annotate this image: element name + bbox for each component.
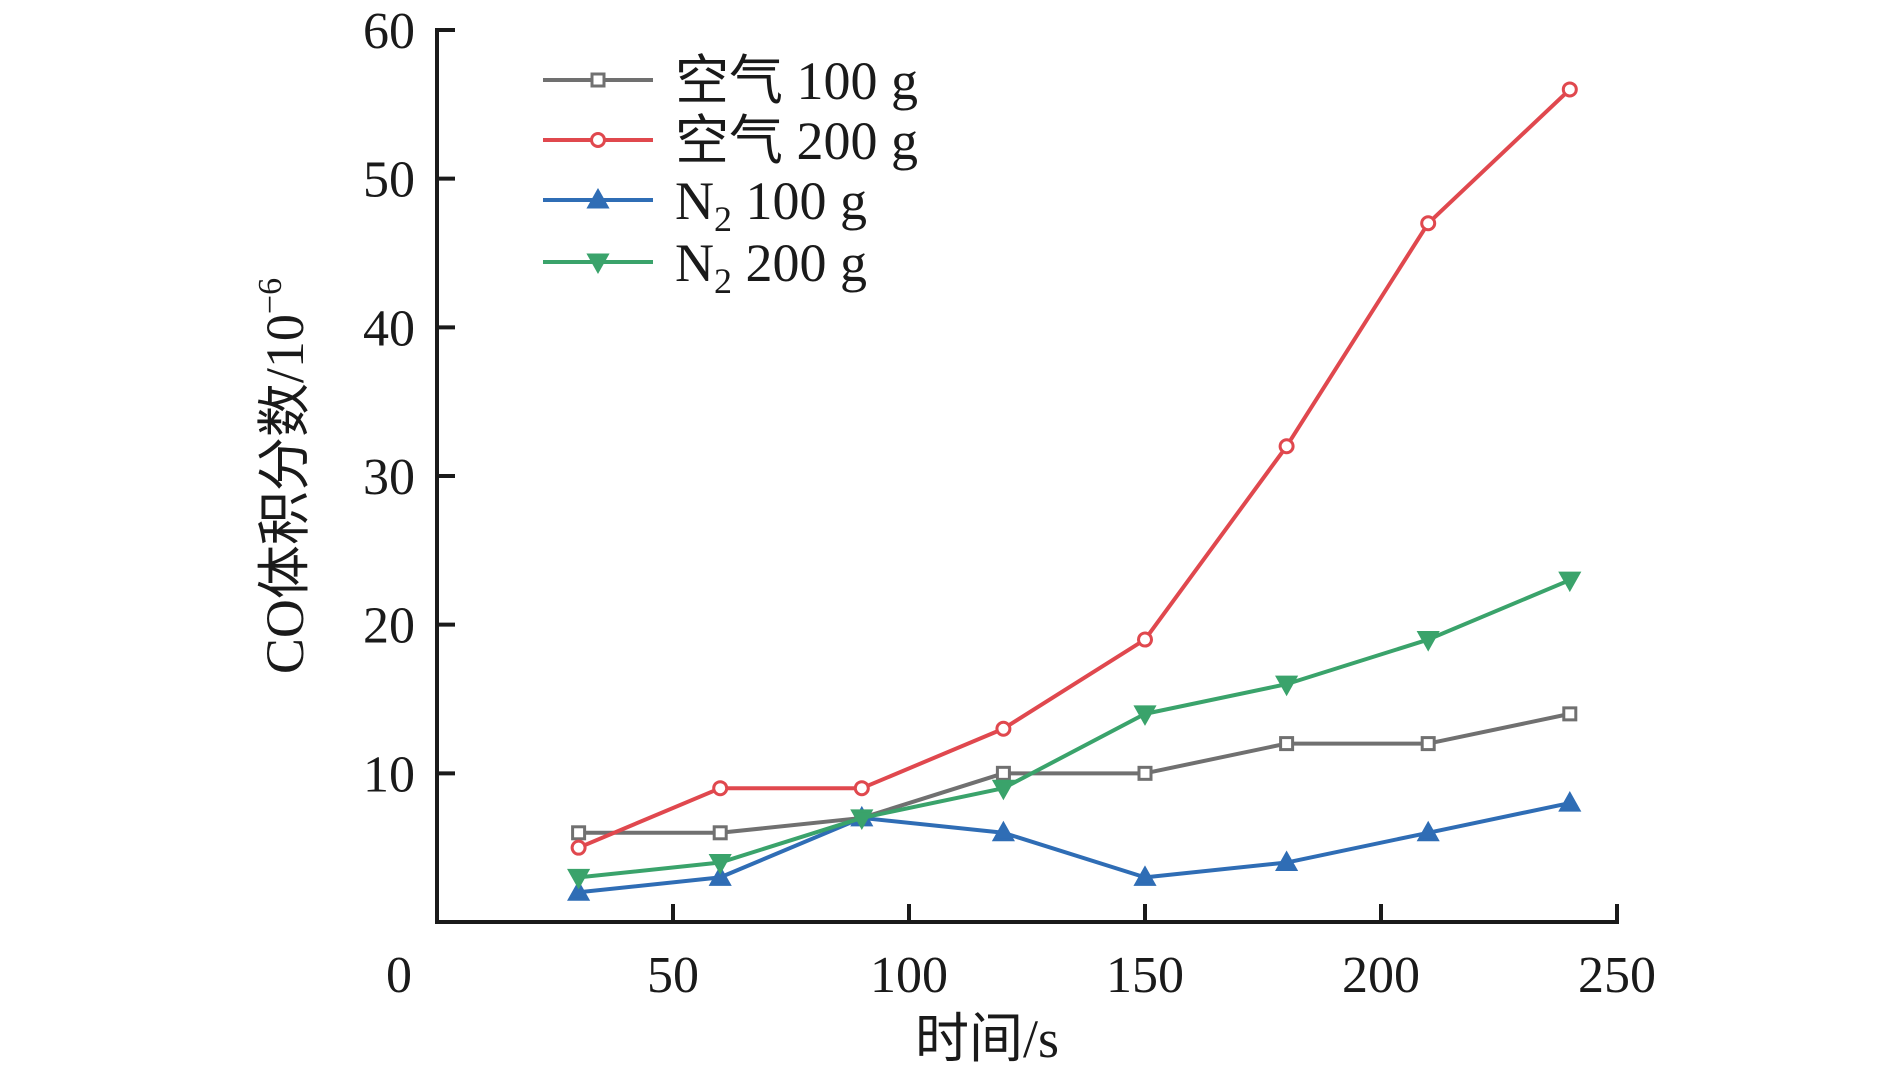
- data-point: [995, 720, 1012, 737]
- data-point: [853, 780, 870, 797]
- legend-label-subscript: 2: [714, 261, 732, 301]
- legend-label-rest: 100 g: [732, 171, 867, 231]
- data-point: [712, 825, 728, 841]
- data-point: [850, 809, 874, 830]
- x-tick-label: 250: [1578, 947, 1656, 1004]
- legend-item: N2 200 g: [543, 233, 867, 301]
- legend-item: 空气 200 g: [543, 111, 918, 171]
- data-point: [1275, 850, 1299, 872]
- data-point: [1420, 736, 1436, 752]
- y-tick-label: 10: [363, 746, 415, 803]
- legend-marker: [586, 187, 610, 209]
- x-tick-label: 0: [386, 947, 412, 1004]
- series-3: [567, 791, 1582, 901]
- legend-marker: [590, 132, 606, 148]
- x-tick-label: 200: [1342, 947, 1420, 1004]
- y-axis-title: CO体积分数/10−6: [252, 278, 315, 674]
- data-point: [1558, 571, 1582, 593]
- y-tick-label: 40: [363, 300, 415, 357]
- series-2: [570, 81, 1578, 856]
- axes: [435, 28, 1619, 924]
- data-point: [1416, 631, 1440, 652]
- data-point: [1133, 865, 1157, 886]
- data-point: [571, 825, 587, 841]
- series-4: [567, 571, 1582, 890]
- legend-item: N2 100 g: [543, 171, 867, 239]
- y-tick-label: 20: [363, 598, 415, 655]
- x-tick-label: 100: [870, 947, 948, 1004]
- data-point: [712, 780, 729, 797]
- series-line: [578, 711, 1571, 835]
- legend-label-base: 空气: [675, 111, 783, 171]
- legend-label-rest: 100 g: [783, 51, 918, 111]
- data-point: [1133, 705, 1157, 726]
- y-tick-label: 60: [363, 3, 415, 60]
- y-axis-title-exponent: −6: [252, 278, 289, 314]
- data-point: [1137, 631, 1153, 648]
- series-line: [578, 801, 1571, 895]
- legend-item: 空气 100 g: [543, 51, 918, 111]
- legend-label: N2 200 g: [675, 233, 867, 301]
- data-point: [1562, 706, 1578, 722]
- data-point: [708, 854, 732, 875]
- data-point: [567, 880, 591, 901]
- data-point: [991, 779, 1015, 801]
- legend: 空气 100 g空气 200 gN2 100 gN2 200 g: [543, 51, 918, 301]
- legend-label-rest: 200 g: [732, 233, 867, 293]
- series-1: [571, 706, 1578, 841]
- data-point: [1279, 736, 1295, 752]
- legend-label-subscript: 2: [714, 199, 732, 239]
- x-tick-label: 50: [647, 947, 699, 1004]
- y-axis-title-main: CO体积分数/10: [255, 314, 315, 674]
- legend-label-base: N: [675, 171, 714, 231]
- x-axis-title: 时间/s: [915, 1009, 1059, 1069]
- series-lines: [567, 81, 1582, 901]
- data-point: [567, 868, 591, 890]
- legend-label-base: N: [675, 233, 714, 293]
- legend-label: N2 100 g: [675, 171, 867, 239]
- ticks: 0 50 100 150 200 250 10 20 30 40 50 60: [363, 3, 1656, 1004]
- data-point: [1416, 820, 1440, 842]
- legend-label-base: 空气: [675, 51, 783, 111]
- y-tick-label: 30: [363, 449, 415, 506]
- data-point: [570, 839, 587, 856]
- series-line: [578, 578, 1571, 880]
- data-point: [1561, 81, 1578, 98]
- legend-marker: [586, 253, 610, 275]
- data-point: [1278, 438, 1295, 455]
- legend-marker: [590, 72, 606, 88]
- legend-label-rest: 200 g: [783, 111, 918, 171]
- series-line: [577, 88, 1572, 850]
- data-point: [1420, 215, 1437, 232]
- legend-label: 空气 200 g: [675, 111, 918, 171]
- data-point: [1137, 765, 1153, 781]
- y-tick-label: 50: [363, 152, 415, 209]
- data-point: [991, 820, 1015, 842]
- data-point: [1558, 791, 1582, 812]
- data-point: [708, 865, 732, 886]
- data-point: [1275, 675, 1299, 697]
- legend-label: 空气 100 g: [675, 51, 918, 111]
- x-tick-label: 150: [1106, 947, 1184, 1004]
- data-point: [995, 765, 1011, 781]
